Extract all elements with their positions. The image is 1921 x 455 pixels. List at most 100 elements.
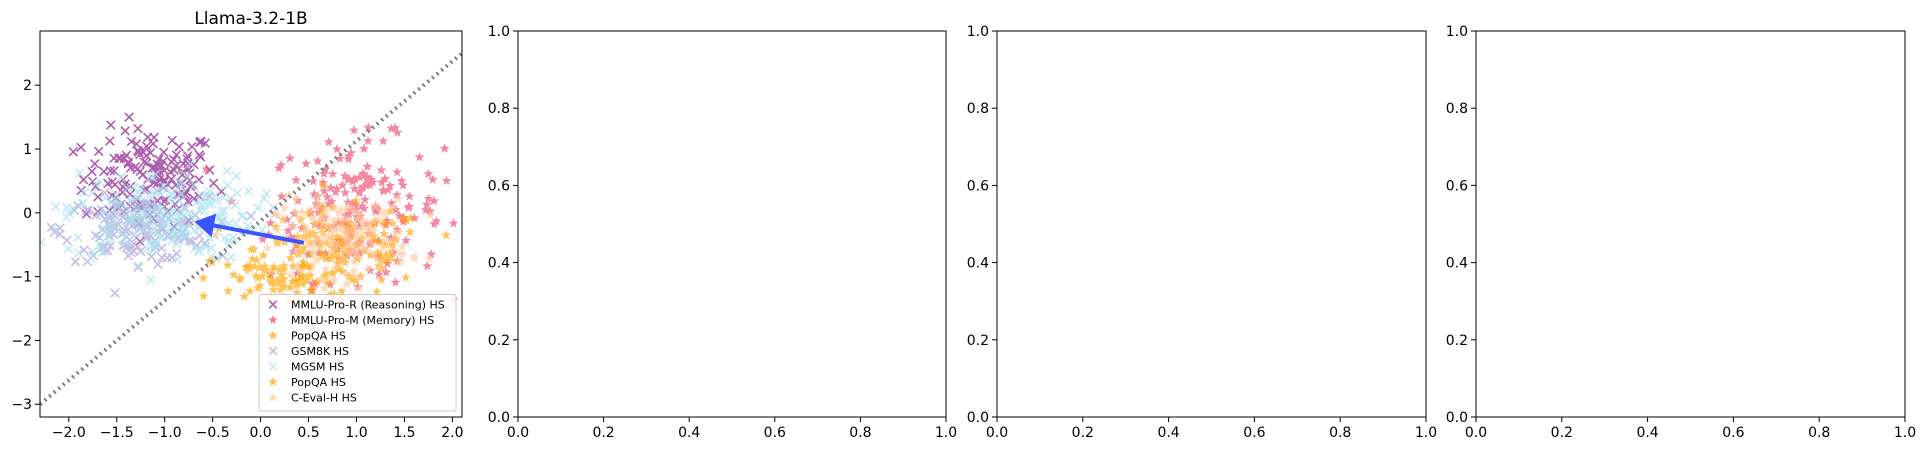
data-point	[390, 122, 401, 133]
data-point	[349, 240, 360, 250]
data-point	[327, 267, 338, 277]
y-tick-label: 0.2	[488, 333, 510, 349]
data-point	[341, 268, 352, 279]
data-point	[372, 247, 383, 257]
data-point	[171, 150, 182, 160]
data-point	[382, 255, 393, 265]
data-point	[166, 174, 177, 184]
data-point	[196, 189, 206, 199]
data-point	[184, 236, 195, 246]
data-point	[198, 291, 209, 301]
data-point	[98, 223, 109, 233]
data-point	[301, 158, 311, 168]
data-point	[353, 209, 364, 219]
data-point	[337, 236, 348, 247]
data-point	[359, 143, 369, 153]
data-point	[79, 245, 89, 255]
panel-1-axes-frame	[39, 30, 463, 418]
data-point	[265, 266, 276, 276]
data-point	[295, 212, 306, 222]
data-point	[336, 286, 347, 296]
panel-3-ticks: 0.0 0.2 0.4 0.6 0.8 1.0 0.0 0.2 0.4 0.6 0.8 1.0	[967, 24, 1437, 441]
data-point	[264, 272, 275, 282]
data-point	[122, 204, 133, 214]
x-tick-label: 0.2	[592, 425, 614, 441]
data-point	[333, 214, 344, 224]
data-point	[381, 249, 392, 259]
data-point	[315, 273, 326, 283]
data-point	[400, 272, 411, 282]
data-point	[333, 252, 344, 263]
data-point	[327, 245, 338, 256]
data-point	[285, 269, 296, 280]
data-point	[272, 235, 283, 245]
data-point	[286, 232, 297, 242]
data-point	[76, 142, 86, 153]
x-tick-label: 2.0	[441, 425, 463, 441]
data-point	[319, 229, 330, 240]
data-point	[105, 225, 116, 235]
x-tick-label: 0.0	[507, 425, 529, 441]
data-point	[320, 204, 330, 214]
data-point	[189, 159, 199, 170]
data-point	[275, 284, 286, 295]
data-point	[346, 147, 356, 158]
data-point	[251, 270, 262, 281]
data-point	[392, 255, 403, 266]
data-point	[309, 228, 319, 239]
data-point	[268, 284, 279, 295]
data-point	[366, 174, 377, 184]
data-point	[368, 216, 379, 226]
data-point	[315, 236, 326, 246]
data-point	[149, 245, 160, 255]
data-point	[185, 159, 196, 169]
panel-1: Llama-3.2-1B −2.0 −1.5 −1.0 −0.5 0.0 0.5 1.0 1.…	[11, 9, 463, 441]
legend-marker	[268, 346, 278, 356]
data-point	[70, 257, 81, 267]
data-point	[122, 183, 133, 194]
data-point	[386, 197, 397, 208]
data-point	[134, 217, 144, 227]
data-point	[318, 180, 329, 190]
data-point	[338, 222, 349, 233]
data-point	[392, 127, 403, 137]
x-tick-label: 0.2	[1072, 425, 1094, 441]
y-tick-label: −1	[11, 270, 32, 286]
data-point	[307, 259, 318, 270]
y-tick-label: 0	[23, 206, 32, 222]
data-point	[170, 230, 181, 240]
data-point	[398, 180, 409, 190]
data-point	[378, 218, 389, 228]
data-point	[120, 126, 130, 136]
data-point	[276, 269, 287, 279]
data-point	[257, 234, 268, 244]
data-point	[352, 281, 363, 292]
data-point	[176, 188, 187, 199]
data-point	[259, 264, 270, 274]
data-point	[110, 179, 120, 190]
data-point	[325, 289, 336, 299]
data-point	[385, 206, 396, 216]
data-point	[95, 177, 105, 187]
data-point	[154, 232, 164, 242]
data-point	[347, 176, 358, 186]
data-point	[387, 218, 398, 228]
data-point	[379, 228, 390, 238]
data-point	[329, 275, 340, 285]
data-point	[367, 226, 378, 236]
data-point	[126, 136, 137, 147]
data-point	[140, 220, 151, 231]
data-point	[348, 243, 359, 253]
data-point	[350, 234, 361, 245]
data-point	[294, 274, 305, 284]
data-point	[404, 191, 415, 201]
data-point	[278, 260, 289, 271]
data-point	[424, 253, 435, 264]
x-tick-label: 0.8	[1329, 425, 1351, 441]
data-point	[297, 259, 308, 270]
data-point	[426, 249, 437, 259]
x-tick-label: 0.4	[678, 425, 700, 441]
data-point	[337, 180, 348, 190]
y-tick-label: 0.0	[1446, 410, 1468, 426]
data-point	[164, 232, 174, 242]
